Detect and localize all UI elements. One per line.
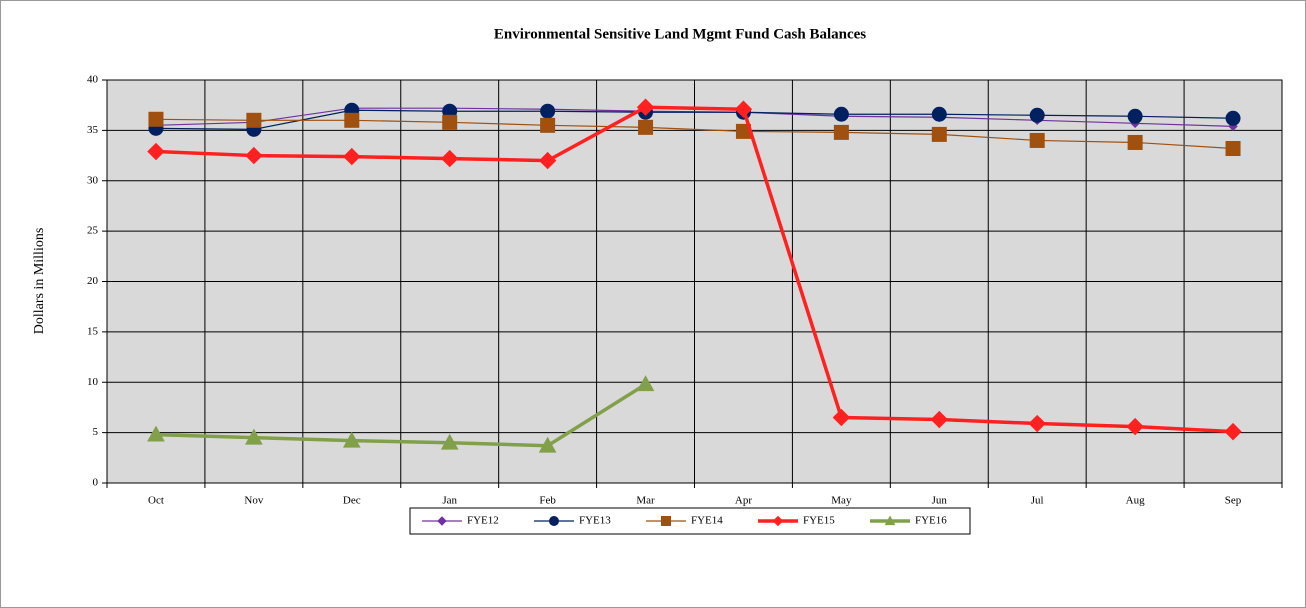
data-point [538, 436, 557, 453]
legend-label: FYE16 [915, 515, 947, 527]
x-tick-label: Oct [148, 495, 164, 507]
data-point [930, 410, 948, 429]
data-point [1126, 417, 1144, 436]
legend-marker [437, 516, 447, 526]
legend-label: FYE13 [579, 515, 611, 527]
data-point [1127, 108, 1143, 124]
y-tick-label: 15 [87, 325, 99, 337]
legend: FYE12 FYE13 FYE14 FYE15 FYE16 [409, 507, 971, 535]
data-point [342, 431, 361, 448]
data-point [344, 112, 360, 128]
data-point [1224, 422, 1242, 441]
series-line [155, 382, 647, 448]
legend-label: FYE15 [803, 515, 835, 527]
data-point [1225, 110, 1241, 126]
data-point [245, 146, 263, 165]
x-tick-label: Jul [1031, 495, 1044, 507]
x-tick-label: Jan [442, 495, 457, 507]
x-tick-label: Nov [244, 495, 263, 507]
x-tick-label: Aug [1126, 495, 1145, 507]
series-line [155, 105, 1234, 434]
data-point [638, 119, 654, 135]
x-tick-label: Sep [1225, 495, 1242, 507]
data-point [832, 408, 851, 427]
data-point [245, 428, 263, 445]
y-tick-label: 0 [93, 477, 99, 489]
y-tick-label: 40 [87, 74, 99, 86]
data-point [442, 114, 458, 130]
data-point [343, 147, 361, 166]
y-tick-label: 25 [87, 225, 99, 237]
x-tick-label: Apr [735, 495, 752, 507]
y-tick-label: 20 [87, 275, 99, 287]
data-point [538, 151, 557, 170]
legend-label: FYE14 [691, 515, 723, 527]
legend-marker [549, 516, 559, 526]
data-point [148, 111, 164, 127]
y-tick-label: 30 [87, 174, 99, 186]
data-point [147, 142, 165, 161]
data-point [1127, 134, 1143, 150]
legend-marker [661, 516, 671, 526]
data-point [734, 100, 753, 118]
series-line [155, 109, 1234, 130]
legend-marker [772, 515, 784, 527]
x-tick-label: Jun [932, 495, 948, 507]
data-point [1029, 107, 1045, 123]
x-tick-label: Dec [343, 495, 361, 507]
data-point [931, 126, 947, 142]
legend-label: FYE12 [467, 515, 499, 527]
legend-marker [884, 515, 896, 526]
data-point [540, 103, 556, 119]
x-tick-label: Mar [636, 495, 655, 507]
data-point [441, 149, 459, 168]
chart-title: Environmental Sensitive Land Mgmt Fund C… [494, 26, 866, 42]
y-tick-label: 5 [93, 426, 99, 438]
x-tick-label: May [831, 495, 852, 507]
y-axis-label: Dollars in Millions [32, 228, 47, 335]
y-tick-label: 35 [87, 124, 99, 136]
data-point [440, 433, 459, 450]
data-point [833, 124, 849, 140]
data-point [636, 375, 655, 392]
x-tick-label: Feb [539, 495, 556, 507]
data-point [147, 425, 165, 442]
data-point [1225, 141, 1241, 157]
data-point [833, 106, 849, 122]
data-point [1028, 414, 1046, 433]
series-line [155, 118, 1234, 150]
data-point [246, 112, 262, 128]
data-point [636, 98, 655, 116]
data-point [931, 106, 947, 122]
y-tick-label: 10 [87, 376, 99, 388]
data-point [540, 117, 556, 133]
data-point [1029, 132, 1045, 148]
